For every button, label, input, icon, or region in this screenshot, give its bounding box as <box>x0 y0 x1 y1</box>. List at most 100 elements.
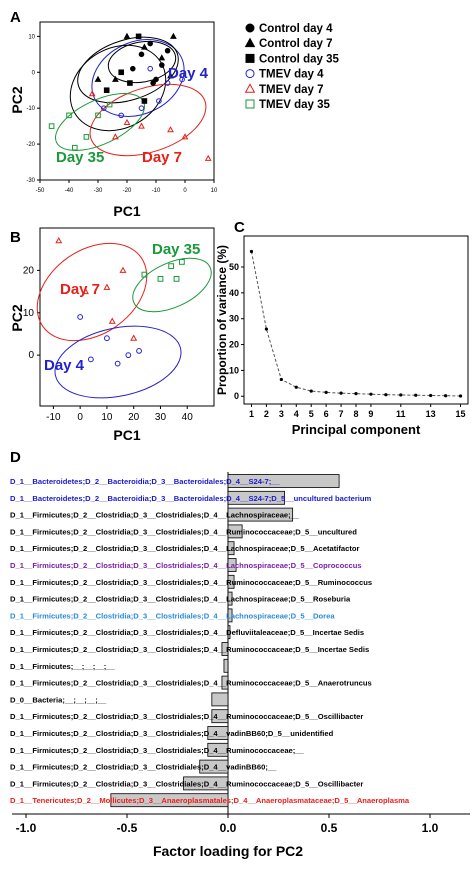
tick-label-d-x: 0.5 <box>321 821 338 835</box>
tick-label-a-x: -50 <box>36 188 45 194</box>
loading-bar <box>199 759 229 774</box>
taxon-label: D_1__Firmicutes;D_2__Clostridia;D_3__Clo… <box>10 679 372 688</box>
loading-bar <box>227 558 237 572</box>
data-point-b <box>178 259 185 265</box>
panel-b-frame <box>39 227 215 407</box>
panel-a-day7-label: Day 7 <box>142 149 182 166</box>
data-point-b <box>130 334 138 341</box>
loading-bar <box>221 675 229 690</box>
data-point-a <box>127 80 133 86</box>
data-point-a <box>118 112 124 119</box>
taxon-label: D_1__Firmicutes;D_2__Clostridia;D_3__Clo… <box>10 527 357 536</box>
scree-point <box>414 393 418 397</box>
tick-label-a-y: 0 <box>32 70 36 76</box>
scree-point <box>354 392 358 396</box>
legend-marker-open-circle <box>245 69 255 79</box>
scree-point <box>324 390 328 394</box>
legend-marker-filled-square <box>245 53 255 63</box>
data-point-b <box>55 236 63 244</box>
tick-label-b-x: 30 <box>155 412 167 423</box>
data-point-b <box>136 348 142 354</box>
tick-label-b-x: 20 <box>128 412 140 423</box>
tick-label-a-x: -40 <box>65 188 74 194</box>
ellipse-b-blue <box>54 325 182 399</box>
data-point-b <box>108 317 116 324</box>
panel-a-legend: Control day 4 Control day 7 Control day 35… <box>244 23 339 111</box>
tick-label-b-x: 40 <box>182 412 194 423</box>
tick-label-b-y: 0 <box>28 350 34 361</box>
tick-label-b-y: 10 <box>23 308 35 319</box>
data-point-a <box>101 105 107 111</box>
tick-label-c-y: 0 <box>234 391 239 401</box>
panel-b-day7-label: Day 7 <box>60 281 100 298</box>
loading-bar <box>183 776 229 791</box>
taxon-label: D_1__Firmicutes;D_2__Clostridia;D_3__Clo… <box>10 611 335 620</box>
tick-label-c-x: 11 <box>396 409 406 419</box>
tick-label-a-y: -30 <box>26 178 35 184</box>
data-point-a <box>94 75 102 82</box>
panel-label-b: B <box>10 229 21 246</box>
data-point-a <box>135 33 142 40</box>
tick-label-c-y: 40 <box>229 288 239 298</box>
data-point-a <box>179 76 185 83</box>
data-point-a <box>147 40 153 47</box>
tick-label-a-x: -20 <box>123 188 132 194</box>
legend-label: Control day 4 <box>259 23 333 35</box>
data-point-a <box>103 87 110 94</box>
tick-label-c-x: 6 <box>324 409 329 419</box>
legend-label: TMEV day 7 <box>259 84 324 96</box>
panel-a-ylabel: PC2 <box>9 86 25 113</box>
data-point-a <box>164 80 171 86</box>
panel-b-xlabel: PC1 <box>113 427 140 443</box>
data-point-b <box>87 356 94 363</box>
data-point-a <box>112 133 119 140</box>
panel-a-xlabel: PC1 <box>113 203 140 219</box>
tick-label-a-x: -10 <box>152 188 161 194</box>
data-point-a <box>150 80 156 86</box>
loading-bar <box>211 692 229 707</box>
data-point-a <box>106 101 113 108</box>
taxon-label: D_1__Firmicutes;__;__;__;__ <box>10 662 115 671</box>
data-point-a <box>138 105 145 111</box>
data-point-a <box>138 122 145 129</box>
tick-label-d-x: -1.0 <box>16 821 37 835</box>
data-point-b <box>173 275 180 282</box>
data-point-a <box>170 32 177 39</box>
data-point-b <box>125 352 132 359</box>
loading-bar <box>211 709 229 724</box>
loading-bar <box>207 726 229 740</box>
data-point-a <box>167 72 174 79</box>
data-point-a <box>204 154 212 161</box>
data-point-a <box>159 62 165 68</box>
data-point-a <box>112 75 119 82</box>
ellipse-b-red <box>36 242 148 342</box>
tick-label-c-x: 3 <box>279 409 284 419</box>
tick-label-c-y: 30 <box>229 314 239 324</box>
scree-point <box>279 377 283 382</box>
loading-bar <box>223 658 229 673</box>
tick-label-a-x: -30 <box>94 188 103 194</box>
tick-label-a-x: 0 <box>183 188 187 194</box>
ellipse-a-black-2 <box>69 44 167 132</box>
panel-d-xlabel: Factor loading for PC2 <box>153 843 303 859</box>
taxon-label: D_1__Firmicutes;D_2__Clostridia;D_3__Clo… <box>10 763 277 772</box>
legend-marker-open-triangle <box>244 83 256 93</box>
panel-c-xlabel: Principal component <box>292 422 421 437</box>
legend-marker-open-square <box>245 99 255 109</box>
data-point-a <box>130 65 136 72</box>
loading-bar <box>110 793 229 808</box>
panel-c-frame <box>243 235 469 405</box>
tick-label-c-x: 8 <box>353 409 358 419</box>
scree-point <box>444 394 448 398</box>
loading-bar <box>227 474 340 488</box>
loading-bar <box>227 591 233 606</box>
tick-label-c-x: 9 <box>368 409 373 419</box>
tick-label-a-y: -20 <box>26 142 35 148</box>
panel-c-ylabel: Proportion of variance (%) <box>215 245 229 395</box>
data-point-a <box>123 32 131 39</box>
legend-marker-filled-triangle <box>244 37 256 48</box>
scree-point <box>264 327 268 331</box>
tick-label-b-y: 20 <box>23 265 35 276</box>
data-point-a <box>153 76 159 83</box>
data-point-a <box>118 69 125 76</box>
